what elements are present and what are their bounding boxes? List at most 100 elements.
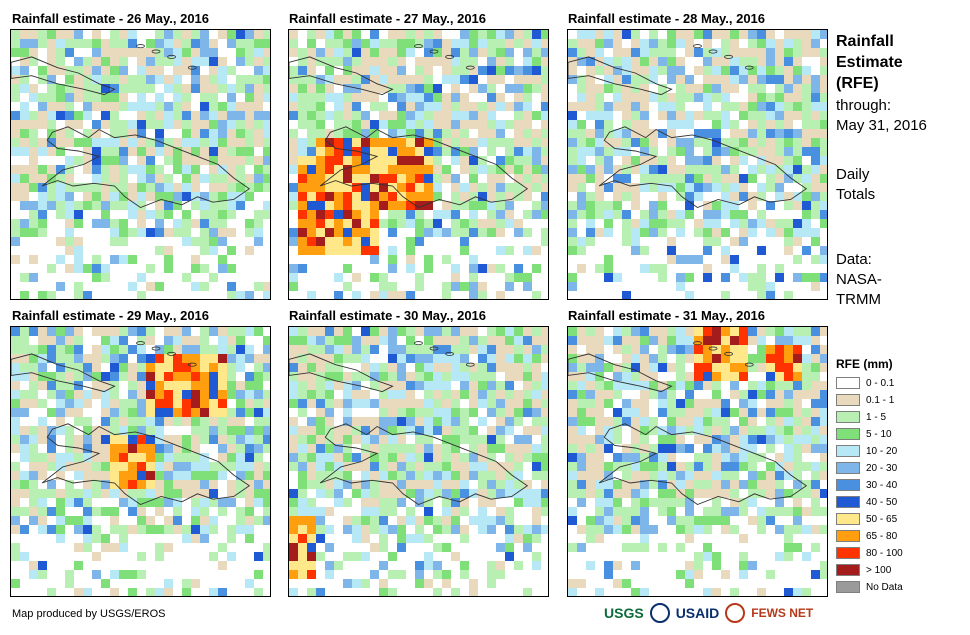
rainfall-cell	[703, 84, 712, 93]
rainfall-cell	[119, 84, 128, 93]
rainfall-cell	[604, 183, 613, 192]
rainfall-cell	[766, 174, 775, 183]
rainfall-cell	[65, 264, 74, 273]
rainfall-cell	[191, 39, 200, 48]
rainfall-cell	[766, 129, 775, 138]
rainfall-cell	[83, 435, 92, 444]
rainfall-cell	[370, 399, 379, 408]
rainfall-cell	[631, 156, 640, 165]
rainfall-cell	[730, 525, 739, 534]
rainfall-cell	[218, 354, 227, 363]
rainfall-cell	[514, 336, 523, 345]
rainfall-cell	[119, 147, 128, 156]
rainfall-cell	[712, 588, 721, 596]
rainfall-cell	[748, 489, 757, 498]
rainfall-cell	[343, 246, 352, 255]
rainfall-cell	[613, 192, 622, 201]
rainfall-cell	[182, 192, 191, 201]
rainfall-cell	[730, 129, 739, 138]
rainfall-cell	[137, 381, 146, 390]
rainfall-cell	[164, 30, 173, 39]
rainfall-cell	[811, 489, 820, 498]
rainfall-cell	[424, 336, 433, 345]
rainfall-cell	[352, 399, 361, 408]
rainfall-cell	[379, 192, 388, 201]
rainfall-cell	[164, 75, 173, 84]
rainfall-cell	[802, 102, 811, 111]
rainfall-cell	[640, 219, 649, 228]
rainfall-cell	[56, 183, 65, 192]
rainfall-cell	[415, 75, 424, 84]
rainfall-cell	[721, 183, 730, 192]
rainfall-cell	[352, 453, 361, 462]
rainfall-cell	[496, 174, 505, 183]
rainfall-cell	[343, 120, 352, 129]
rainfall-cell	[254, 156, 263, 165]
rainfall-cell	[757, 435, 766, 444]
rainfall-cell	[433, 30, 442, 39]
rainfall-cell	[433, 399, 442, 408]
rainfall-cell	[703, 66, 712, 75]
rainfall-cell	[173, 120, 182, 129]
rainfall-cell	[577, 48, 586, 57]
rainfall-cell	[361, 174, 370, 183]
rainfall-cell	[370, 192, 379, 201]
rainfall-cell	[236, 516, 245, 525]
rainfall-cell	[307, 561, 316, 570]
rainfall-cell	[29, 570, 38, 579]
rainfall-cell	[640, 480, 649, 489]
rainfall-cell	[820, 129, 827, 138]
rainfall-cell	[65, 453, 74, 462]
rainfall-cell	[478, 336, 487, 345]
rainfall-cell	[298, 507, 307, 516]
rainfall-cell	[298, 192, 307, 201]
rainfall-cell	[397, 48, 406, 57]
rainfall-cell	[694, 138, 703, 147]
rainfall-cell	[200, 435, 209, 444]
rainfall-cell	[631, 489, 640, 498]
rainfall-cell	[155, 462, 164, 471]
rainfall-cell	[388, 39, 397, 48]
rainfall-cell	[388, 372, 397, 381]
rainfall-cell	[11, 336, 20, 345]
rainfall-cell	[11, 75, 20, 84]
rainfall-cell	[514, 84, 523, 93]
rainfall-cell	[236, 489, 245, 498]
rainfall-cell	[676, 165, 685, 174]
rainfall-cell	[586, 444, 595, 453]
rainfall-cell	[325, 219, 334, 228]
rainfall-cell	[361, 111, 370, 120]
rainfall-cell	[595, 30, 604, 39]
rainfall-cell	[38, 291, 47, 299]
rainfall-cell	[586, 480, 595, 489]
rainfall-cell	[370, 363, 379, 372]
rainfall-cell	[505, 444, 514, 453]
rainfall-cell	[676, 444, 685, 453]
rainfall-cell	[11, 228, 20, 237]
rainfall-cell	[649, 264, 658, 273]
rainfall-cell	[694, 174, 703, 183]
rainfall-cell	[532, 291, 541, 299]
rainfall-cell	[586, 327, 595, 336]
rainfall-cell	[442, 417, 451, 426]
rainfall-cell	[766, 183, 775, 192]
rainfall-cell	[182, 534, 191, 543]
rainfall-cell	[640, 174, 649, 183]
rainfall-cell	[307, 417, 316, 426]
rainfall-cell	[685, 480, 694, 489]
rainfall-cell	[415, 120, 424, 129]
rainfall-cell	[20, 354, 29, 363]
rainfall-cell	[541, 57, 548, 66]
rainfall-cell	[218, 165, 227, 174]
rainfall-cell	[523, 390, 532, 399]
rainfall-cell	[101, 219, 110, 228]
rainfall-cell	[442, 327, 451, 336]
rainfall-cell	[730, 480, 739, 489]
rainfall-cell	[236, 39, 245, 48]
rainfall-cell	[11, 462, 20, 471]
rainfall-cell	[820, 471, 827, 480]
rainfall-cell	[541, 147, 548, 156]
rainfall-cell	[191, 363, 200, 372]
rainfall-cell	[802, 489, 811, 498]
rainfall-cell	[11, 480, 20, 489]
